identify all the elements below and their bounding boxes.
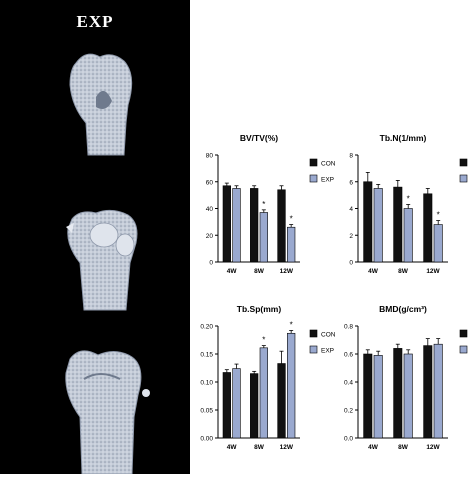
y-tick-label: 0.05 [200,408,213,415]
y-tick-label: 20 [206,233,214,240]
y-tick-label: 0.2 [344,408,353,415]
bar-con [423,345,433,439]
significance-mark: * [262,336,265,345]
bar-exp [433,224,443,263]
bar-con [393,348,403,439]
y-tick-label: 0.6 [344,352,353,359]
legend-swatch-exp [459,345,468,354]
bar-exp [433,343,443,439]
bone-image-middle [66,209,138,311]
x-tick-label: 12W [426,268,440,275]
legend-swatch-exp [459,174,468,183]
y-tick-label: 0.20 [200,324,213,331]
y-tick-label: 0 [209,260,213,267]
bar-exp [373,188,383,263]
x-tick-label: 4W [368,268,379,275]
legend-label-exp: EXP [321,348,334,355]
bar-con [363,181,373,263]
bar-con [277,363,286,439]
x-tick-label: 8W [254,444,265,451]
bar-con [423,193,433,263]
bar-con [250,373,259,439]
y-tick-label: 2 [349,233,353,240]
legend-swatch-exp [309,174,318,183]
bar-con [277,189,286,263]
x-tick-label: 12W [280,444,294,451]
x-tick-label: 8W [398,444,409,451]
y-tick-label: 60 [206,179,214,186]
bar-con [363,353,373,439]
chart-title: BMD(g/cm³) [379,304,427,314]
x-tick-label: 4W [227,268,238,275]
chart-title: Tb.N(1/mm) [380,133,427,143]
x-tick-label: 4W [227,444,238,451]
bar-con [250,188,259,263]
bar-con [222,185,231,263]
x-tick-label: 8W [254,268,265,275]
significance-mark: * [290,320,293,329]
y-tick-label: 4 [349,206,353,213]
legend-label-con: CON [321,332,336,339]
y-tick-label: 0.0 [344,436,353,443]
significance-mark: * [407,194,410,203]
group-label: EXP [76,12,114,31]
micro-ct-panel: EXP [0,0,190,474]
y-tick-label: 0.4 [344,380,353,387]
significance-mark: * [290,215,293,224]
significance-mark: * [437,211,440,220]
bar-exp [403,208,413,263]
legend-swatch-con [309,158,318,167]
legend-swatch-exp [309,345,318,354]
x-tick-label: 12W [280,268,294,275]
charts-canvas: BV/TV(%)0204060804W*8W*12WCONEXPTb.N(1/m… [200,133,468,451]
bone-image-bottom [65,350,150,474]
legend-label-con: CON [321,161,336,168]
chart-title: Tb.Sp(mm) [237,304,282,314]
legend-swatch-con [459,158,468,167]
bar-exp [287,226,296,263]
bar-exp [373,355,383,439]
y-tick-label: 40 [206,206,214,213]
y-tick-label: 8 [349,153,353,160]
y-tick-label: 0.10 [200,380,213,387]
bar-con [393,186,403,263]
legend-swatch-con [459,329,468,338]
chart-title: BV/TV(%) [240,133,278,143]
bar-exp [403,353,413,439]
bar-exp [259,212,268,263]
bar-con [222,372,231,439]
x-tick-label: 12W [426,444,440,451]
y-tick-label: 0 [349,260,353,267]
y-tick-label: 0.15 [200,352,213,359]
bar-exp [287,332,296,439]
legend-swatch-con [309,329,318,338]
x-tick-label: 4W [368,444,379,451]
bar-exp [259,347,268,439]
legend-label-exp: EXP [321,177,334,184]
bar-exp [232,368,241,439]
bar-exp [232,188,241,263]
charts-panel: BV/TV(%) 0 20 40 60 80 4W * 8W * 12W CON EXP Tb.N(1/m… [190,0,474,474]
y-tick-label: 0.8 [344,324,353,331]
y-tick-label: 6 [349,179,353,186]
y-tick-label: 80 [206,153,214,160]
significance-mark: * [262,200,265,209]
x-tick-label: 8W [398,268,409,275]
y-tick-label: 0.00 [200,436,213,443]
bone-image-top [69,53,133,156]
